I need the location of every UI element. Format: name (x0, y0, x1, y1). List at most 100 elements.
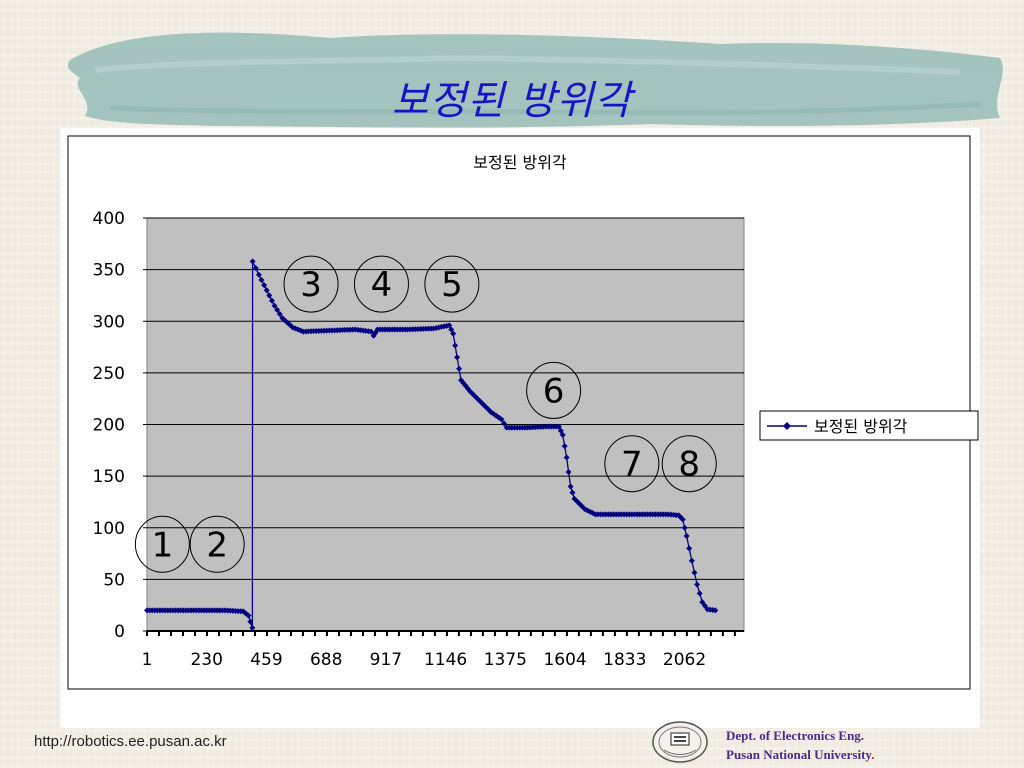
y-tick-label: 0 (114, 622, 125, 642)
annotation-circle (189, 515, 245, 573)
university-seal-logo (652, 721, 708, 763)
data-point-marker (450, 330, 457, 337)
data-point-marker (691, 569, 698, 576)
data-point-marker (446, 322, 453, 329)
data-point-marker (681, 524, 688, 531)
university-name: Pusan National University (726, 747, 872, 762)
university-period: . (871, 747, 875, 762)
annotation-number: 4 (371, 265, 393, 305)
department-line: Dept. of Electronics Eng. (726, 728, 865, 743)
y-tick-label: 50 (103, 570, 125, 590)
data-point-marker (274, 306, 281, 313)
data-point-marker (258, 276, 265, 283)
data-point-marker (255, 271, 262, 278)
header-brush-stroke (67, 32, 1003, 128)
data-point-marker (430, 325, 437, 332)
data-point-marker (563, 454, 570, 461)
data-point-marker (249, 258, 256, 265)
x-tick-label: 459 (250, 650, 282, 670)
data-point-marker (276, 311, 283, 318)
data-point-marker (712, 607, 719, 614)
data-point-marker (368, 328, 375, 335)
data-point-marker (454, 354, 461, 361)
data-point-marker (555, 423, 562, 430)
annotation-number: 6 (543, 371, 565, 411)
data-point-marker (567, 483, 574, 490)
annotation-number: 8 (678, 445, 700, 485)
data-point-marker (289, 324, 296, 331)
data-point-marker (443, 322, 450, 329)
x-tick-label: 1 (142, 650, 153, 670)
data-point-marker (452, 342, 459, 349)
y-tick-label: 200 (93, 416, 125, 436)
data-point-marker (696, 590, 703, 597)
data-point-marker (688, 557, 695, 564)
data-point-marker (498, 416, 505, 423)
annotation-number: 1 (152, 525, 174, 565)
department-credit: Dept. of Electronics Eng. Pusan National… (726, 726, 874, 764)
data-point-marker (701, 602, 708, 609)
university-line: Pusan National University. (726, 745, 874, 764)
annotation-circle (353, 255, 409, 313)
data-point-marker (266, 292, 273, 299)
annotation-number: 3 (300, 265, 322, 305)
azimuth-line-chart: 보정된 방위각 0 50 100 150 200 250 300 350 400 1 230 459 6… (67, 135, 979, 690)
y-tick-label: 400 (93, 209, 125, 229)
data-point-marker (263, 287, 270, 294)
data-point-marker (565, 468, 572, 475)
legend-label: 보정된 방위각 (814, 417, 908, 436)
y-tick-label: 150 (93, 467, 125, 487)
x-tick-label: 688 (310, 650, 342, 670)
data-point-marker (249, 624, 256, 631)
y-tick-label: 250 (93, 364, 125, 384)
data-point-marker (268, 297, 275, 304)
x-tick-label: 917 (370, 650, 402, 670)
annotation-circle (661, 435, 717, 493)
data-point-marker (456, 365, 463, 372)
annotation-circle (283, 255, 339, 313)
y-tick-label: 300 (93, 312, 125, 332)
annotation-circle (604, 435, 660, 493)
data-point-marker (245, 612, 252, 619)
x-tick-label: 1604 (543, 650, 586, 670)
chart-legend: 보정된 방위각 (759, 410, 979, 441)
data-point-marker (569, 489, 576, 496)
x-tick-label: 1146 (424, 650, 467, 670)
y-tick-label: 100 (93, 519, 125, 539)
data-point-marker (295, 326, 302, 333)
chart-title: 보정된 방위각 (473, 153, 567, 172)
annotation-number: 2 (206, 525, 228, 565)
data-point-marker (694, 581, 701, 588)
data-point-marker (581, 506, 588, 513)
data-point-marker (683, 533, 690, 540)
data-point-marker (261, 282, 268, 289)
data-point-marker (281, 317, 288, 324)
slide-title: 보정된 방위각 (391, 78, 633, 124)
data-point-marker (557, 427, 564, 434)
data-point-marker (699, 599, 706, 606)
x-tick-label: 230 (190, 650, 222, 670)
data-point-marker (679, 516, 686, 523)
y-tick-label: 350 (93, 261, 125, 281)
x-tick-label: 2062 (663, 650, 706, 670)
data-point-marker (372, 329, 379, 336)
legend-marker-icon (783, 422, 791, 430)
data-point-marker (247, 618, 254, 625)
annotation-circle (526, 361, 582, 419)
x-tick-label: 1833 (603, 650, 646, 670)
x-tick-label: 1375 (484, 650, 527, 670)
data-point-marker (559, 431, 566, 438)
data-point-marker (686, 545, 693, 552)
data-point-marker (271, 302, 278, 309)
annotation-number: 7 (621, 445, 643, 485)
data-point-marker (561, 443, 568, 450)
data-point-marker (501, 420, 508, 427)
annotation-circle (134, 515, 190, 573)
data-point-marker (448, 326, 455, 333)
data-point-marker (284, 319, 291, 326)
footer-url-link[interactable]: http://robotics.ee.pusan.ac.kr (34, 733, 227, 750)
data-point-marker (252, 265, 259, 272)
annotation-circle (424, 255, 480, 313)
annotation-number: 5 (441, 265, 463, 305)
chart-panel: 보정된 방위각 0 50 100 150 200 250 300 350 400 1 230 459 6… (60, 128, 980, 728)
